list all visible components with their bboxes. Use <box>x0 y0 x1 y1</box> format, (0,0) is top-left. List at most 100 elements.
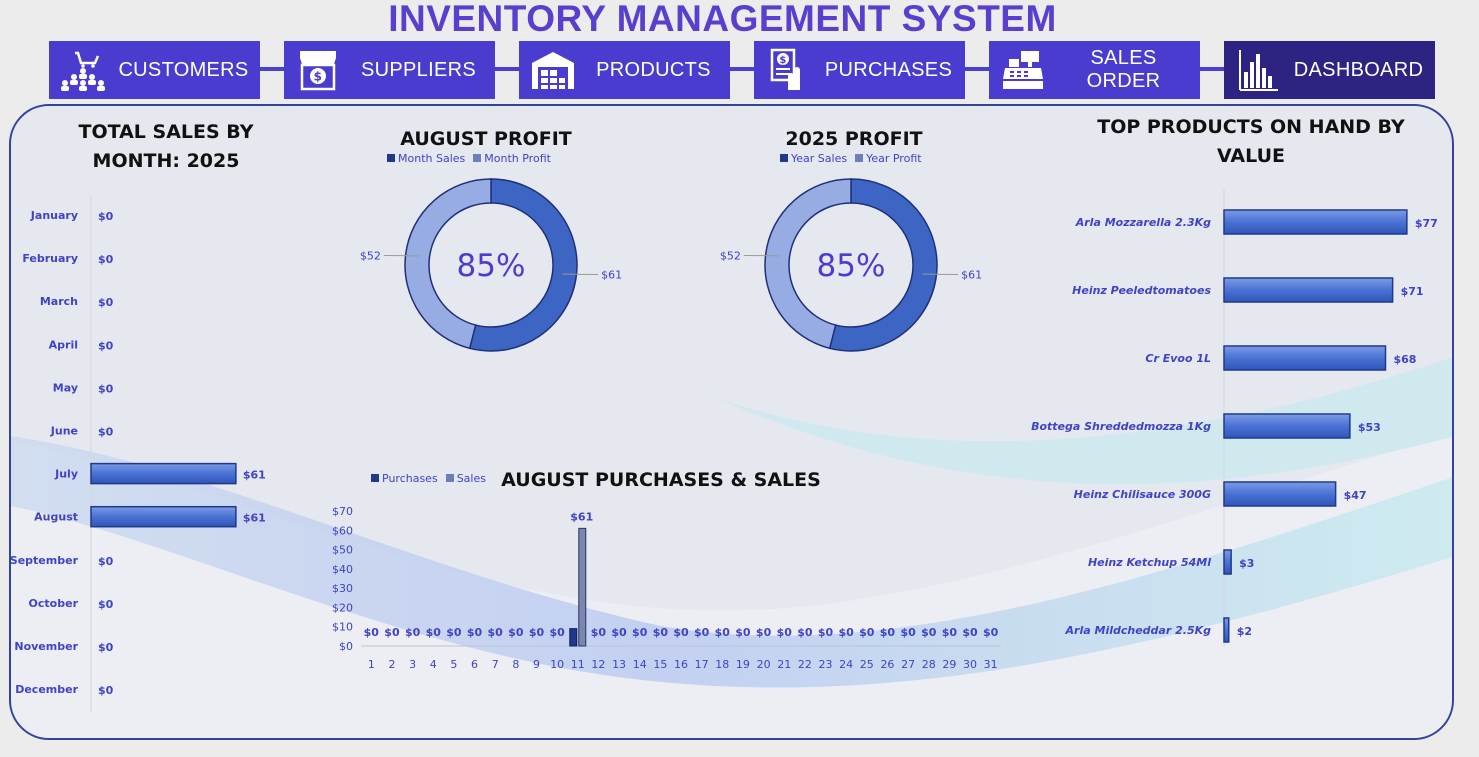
data-label: $0 <box>591 626 607 639</box>
data-label: $47 <box>1344 489 1367 502</box>
x-tick-label: 31 <box>984 658 998 671</box>
data-label: $0 <box>98 210 114 223</box>
bar <box>1223 277 1394 303</box>
x-tick-label: 18 <box>715 658 729 671</box>
data-label: $61 <box>601 268 622 281</box>
dashboard-panel: TOTAL SALES BY MONTH: 2025 January $0 Febr… <box>9 104 1454 740</box>
x-tick-label: 12 <box>591 658 605 671</box>
data-label: $0 <box>426 626 442 639</box>
y-tick-label: $60 <box>332 524 353 537</box>
bar-chart-icon <box>1232 48 1284 92</box>
category-label: April <box>49 338 78 351</box>
category-label: January <box>30 209 78 222</box>
category-label: September <box>11 554 79 567</box>
nav-dashboard-button[interactable]: DASHBOARD <box>1224 41 1435 99</box>
x-tick-label: 16 <box>674 658 688 671</box>
data-label: $0 <box>488 626 504 639</box>
category-label: December <box>15 683 78 696</box>
bar <box>1223 481 1337 507</box>
nav-purchases-button[interactable]: $ PURCHASES <box>754 41 965 99</box>
data-label: $0 <box>839 626 855 639</box>
data-label: $0 <box>405 626 421 639</box>
y-tick-label: $10 <box>332 621 353 634</box>
data-label: $0 <box>900 626 916 639</box>
bar <box>90 462 237 485</box>
center-label: 85% <box>457 248 526 284</box>
data-label: $0 <box>98 339 114 352</box>
chart-title: AUGUST PROFIT <box>400 128 572 150</box>
chart-title: TOP PRODUCTS ON HAND BY VALUE <box>1097 116 1405 167</box>
data-label: $0 <box>98 641 114 654</box>
svg-text:$: $ <box>779 55 786 66</box>
data-label: $0 <box>880 626 896 639</box>
legend-item: Purchases <box>371 472 438 485</box>
bar <box>90 505 237 528</box>
y-tick-label: $0 <box>339 640 353 653</box>
data-label: $0 <box>715 626 731 639</box>
data-label: $0 <box>98 296 114 309</box>
data-label: $2 <box>1237 625 1252 638</box>
x-tick-label: 8 <box>512 658 519 671</box>
legend-label: Sales <box>456 472 486 485</box>
legend-label: Year Sales <box>791 152 848 165</box>
year-profit-donut: $61 $52 85% <box>720 178 982 352</box>
data-label: $0 <box>653 626 669 639</box>
x-tick-label: 28 <box>922 658 936 671</box>
nav-customers-label: CUSTOMERS <box>118 58 249 81</box>
data-label: $61 <box>243 512 266 525</box>
category-label: July <box>54 468 78 481</box>
data-label: $0 <box>98 555 114 568</box>
x-tick-label: 6 <box>471 658 478 671</box>
data-label: $0 <box>549 626 565 639</box>
data-label: $0 <box>98 684 114 697</box>
y-tick-label: $20 <box>332 601 353 614</box>
y-tick-label: $70 <box>332 505 353 518</box>
donut-slice <box>764 178 852 350</box>
bar <box>1223 345 1387 371</box>
nav-customers-button[interactable]: CUSTOMERS <box>49 41 260 99</box>
data-label: $0 <box>98 382 114 395</box>
legend-item: Year Profit <box>855 152 922 165</box>
x-tick-label: 9 <box>533 658 540 671</box>
warehouse-icon <box>527 48 579 92</box>
category-label: Heinz Chilisauce 300G <box>1074 488 1211 501</box>
x-tick-label: 1 <box>368 658 375 671</box>
data-label: $0 <box>364 626 380 639</box>
x-tick-label: 20 <box>757 658 771 671</box>
nav-suppliers-button[interactable]: $ SUPPLIERS <box>284 41 495 99</box>
data-label: $53 <box>1358 421 1381 434</box>
data-label: $0 <box>611 626 627 639</box>
data-label: $0 <box>797 626 813 639</box>
x-tick-label: 14 <box>633 658 647 671</box>
x-tick-label: 2 <box>388 658 395 671</box>
nav-sales-order-button[interactable]: SALES ORDER <box>989 41 1200 99</box>
data-label: $61 <box>961 268 982 281</box>
category-label: August <box>34 511 78 524</box>
chart-legend: Month Sales Month Profit <box>387 152 551 165</box>
legend-label: Month Sales <box>398 152 466 165</box>
data-label: $0 <box>859 626 875 639</box>
data-label: $0 <box>818 626 834 639</box>
nav-sales-order-label: SALES ORDER <box>1086 47 1161 92</box>
data-label: $0 <box>467 626 483 639</box>
data-label: $0 <box>632 626 648 639</box>
category-label: Arla Mozzarella 2.3Kg <box>1075 216 1211 229</box>
data-label: $61 <box>243 469 266 482</box>
chart-legend: Year Sales Year Profit <box>780 152 922 165</box>
chart-title: AUGUST PURCHASES & SALES <box>501 469 821 491</box>
data-label: $0 <box>98 426 114 439</box>
x-tick-label: 24 <box>839 658 853 671</box>
x-tick-label: 30 <box>963 658 977 671</box>
nav-connector-line <box>60 67 1430 71</box>
chart-title: TOTAL SALES BY MONTH: 2025 <box>78 121 254 172</box>
customers-icon <box>57 48 109 92</box>
legend-item: Year Sales <box>780 152 847 165</box>
legend-label: Year Profit <box>866 152 922 165</box>
data-label: $77 <box>1415 217 1438 230</box>
bar <box>578 527 587 647</box>
x-tick-label: 15 <box>653 658 667 671</box>
legend-item: Month Profit <box>473 152 551 165</box>
nav-suppliers-label: SUPPLIERS <box>361 58 476 81</box>
x-tick-label: 5 <box>450 658 457 671</box>
nav-products-button[interactable]: PRODUCTS <box>519 41 730 99</box>
